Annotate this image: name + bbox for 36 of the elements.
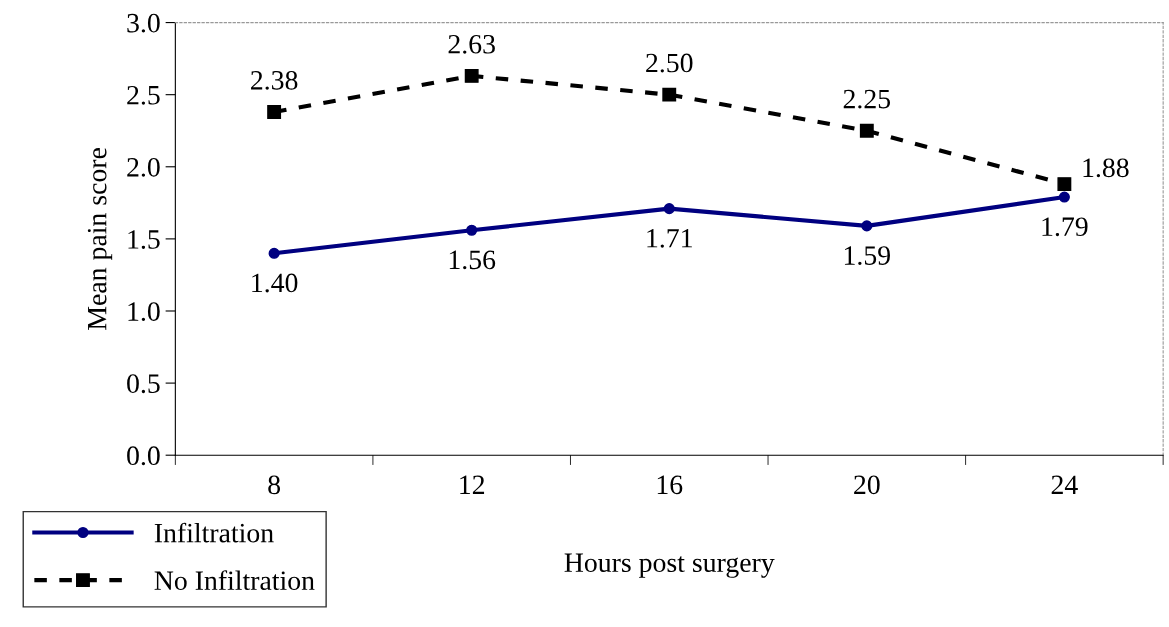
- y-tick-label: 0.0: [127, 446, 160, 466]
- point: [267, 105, 282, 119]
- x-tick-label: 20: [854, 475, 880, 495]
- data-label: 1.71: [647, 228, 692, 248]
- y-tick-label: 3.0: [127, 13, 160, 33]
- data-label: 1.79: [1042, 217, 1088, 237]
- y-tick-label: 1.0: [128, 302, 160, 322]
- data-label: 2.50: [646, 53, 693, 73]
- point: [663, 203, 675, 215]
- data-label: 1.88: [1083, 158, 1129, 178]
- point: [1057, 177, 1072, 192]
- legend-label: No Infiltration: [154, 570, 315, 591]
- data-label: 2.38: [251, 70, 298, 90]
- point: [466, 224, 478, 236]
- x-axis-title: Hours post surgery: [564, 553, 775, 578]
- data-label: 2.63: [448, 34, 495, 54]
- y-axis-title: Mean pain score: [87, 148, 113, 330]
- data-label: 1.59: [844, 246, 890, 266]
- point: [268, 247, 280, 259]
- x-tick-label: 8: [268, 475, 281, 495]
- x-tick-label: 24: [1051, 475, 1078, 494]
- x-tick-label: 12: [460, 475, 485, 494]
- y-tick-label: 0.5: [127, 374, 160, 394]
- point: [1058, 191, 1070, 203]
- data-label: 1.56: [449, 250, 496, 270]
- point: [861, 220, 873, 232]
- point: [464, 68, 479, 83]
- point: [859, 123, 874, 138]
- y-tick-label: 1.5: [128, 230, 160, 249]
- point: [662, 87, 677, 102]
- legend-label: Infiltration: [154, 522, 274, 543]
- y-tick-label: 2.5: [127, 85, 160, 105]
- x-tick-label: 16: [657, 475, 683, 495]
- y-tick-label: 2.0: [127, 157, 160, 177]
- data-label: 2.25: [843, 89, 891, 109]
- data-label: 1.40: [252, 273, 298, 293]
